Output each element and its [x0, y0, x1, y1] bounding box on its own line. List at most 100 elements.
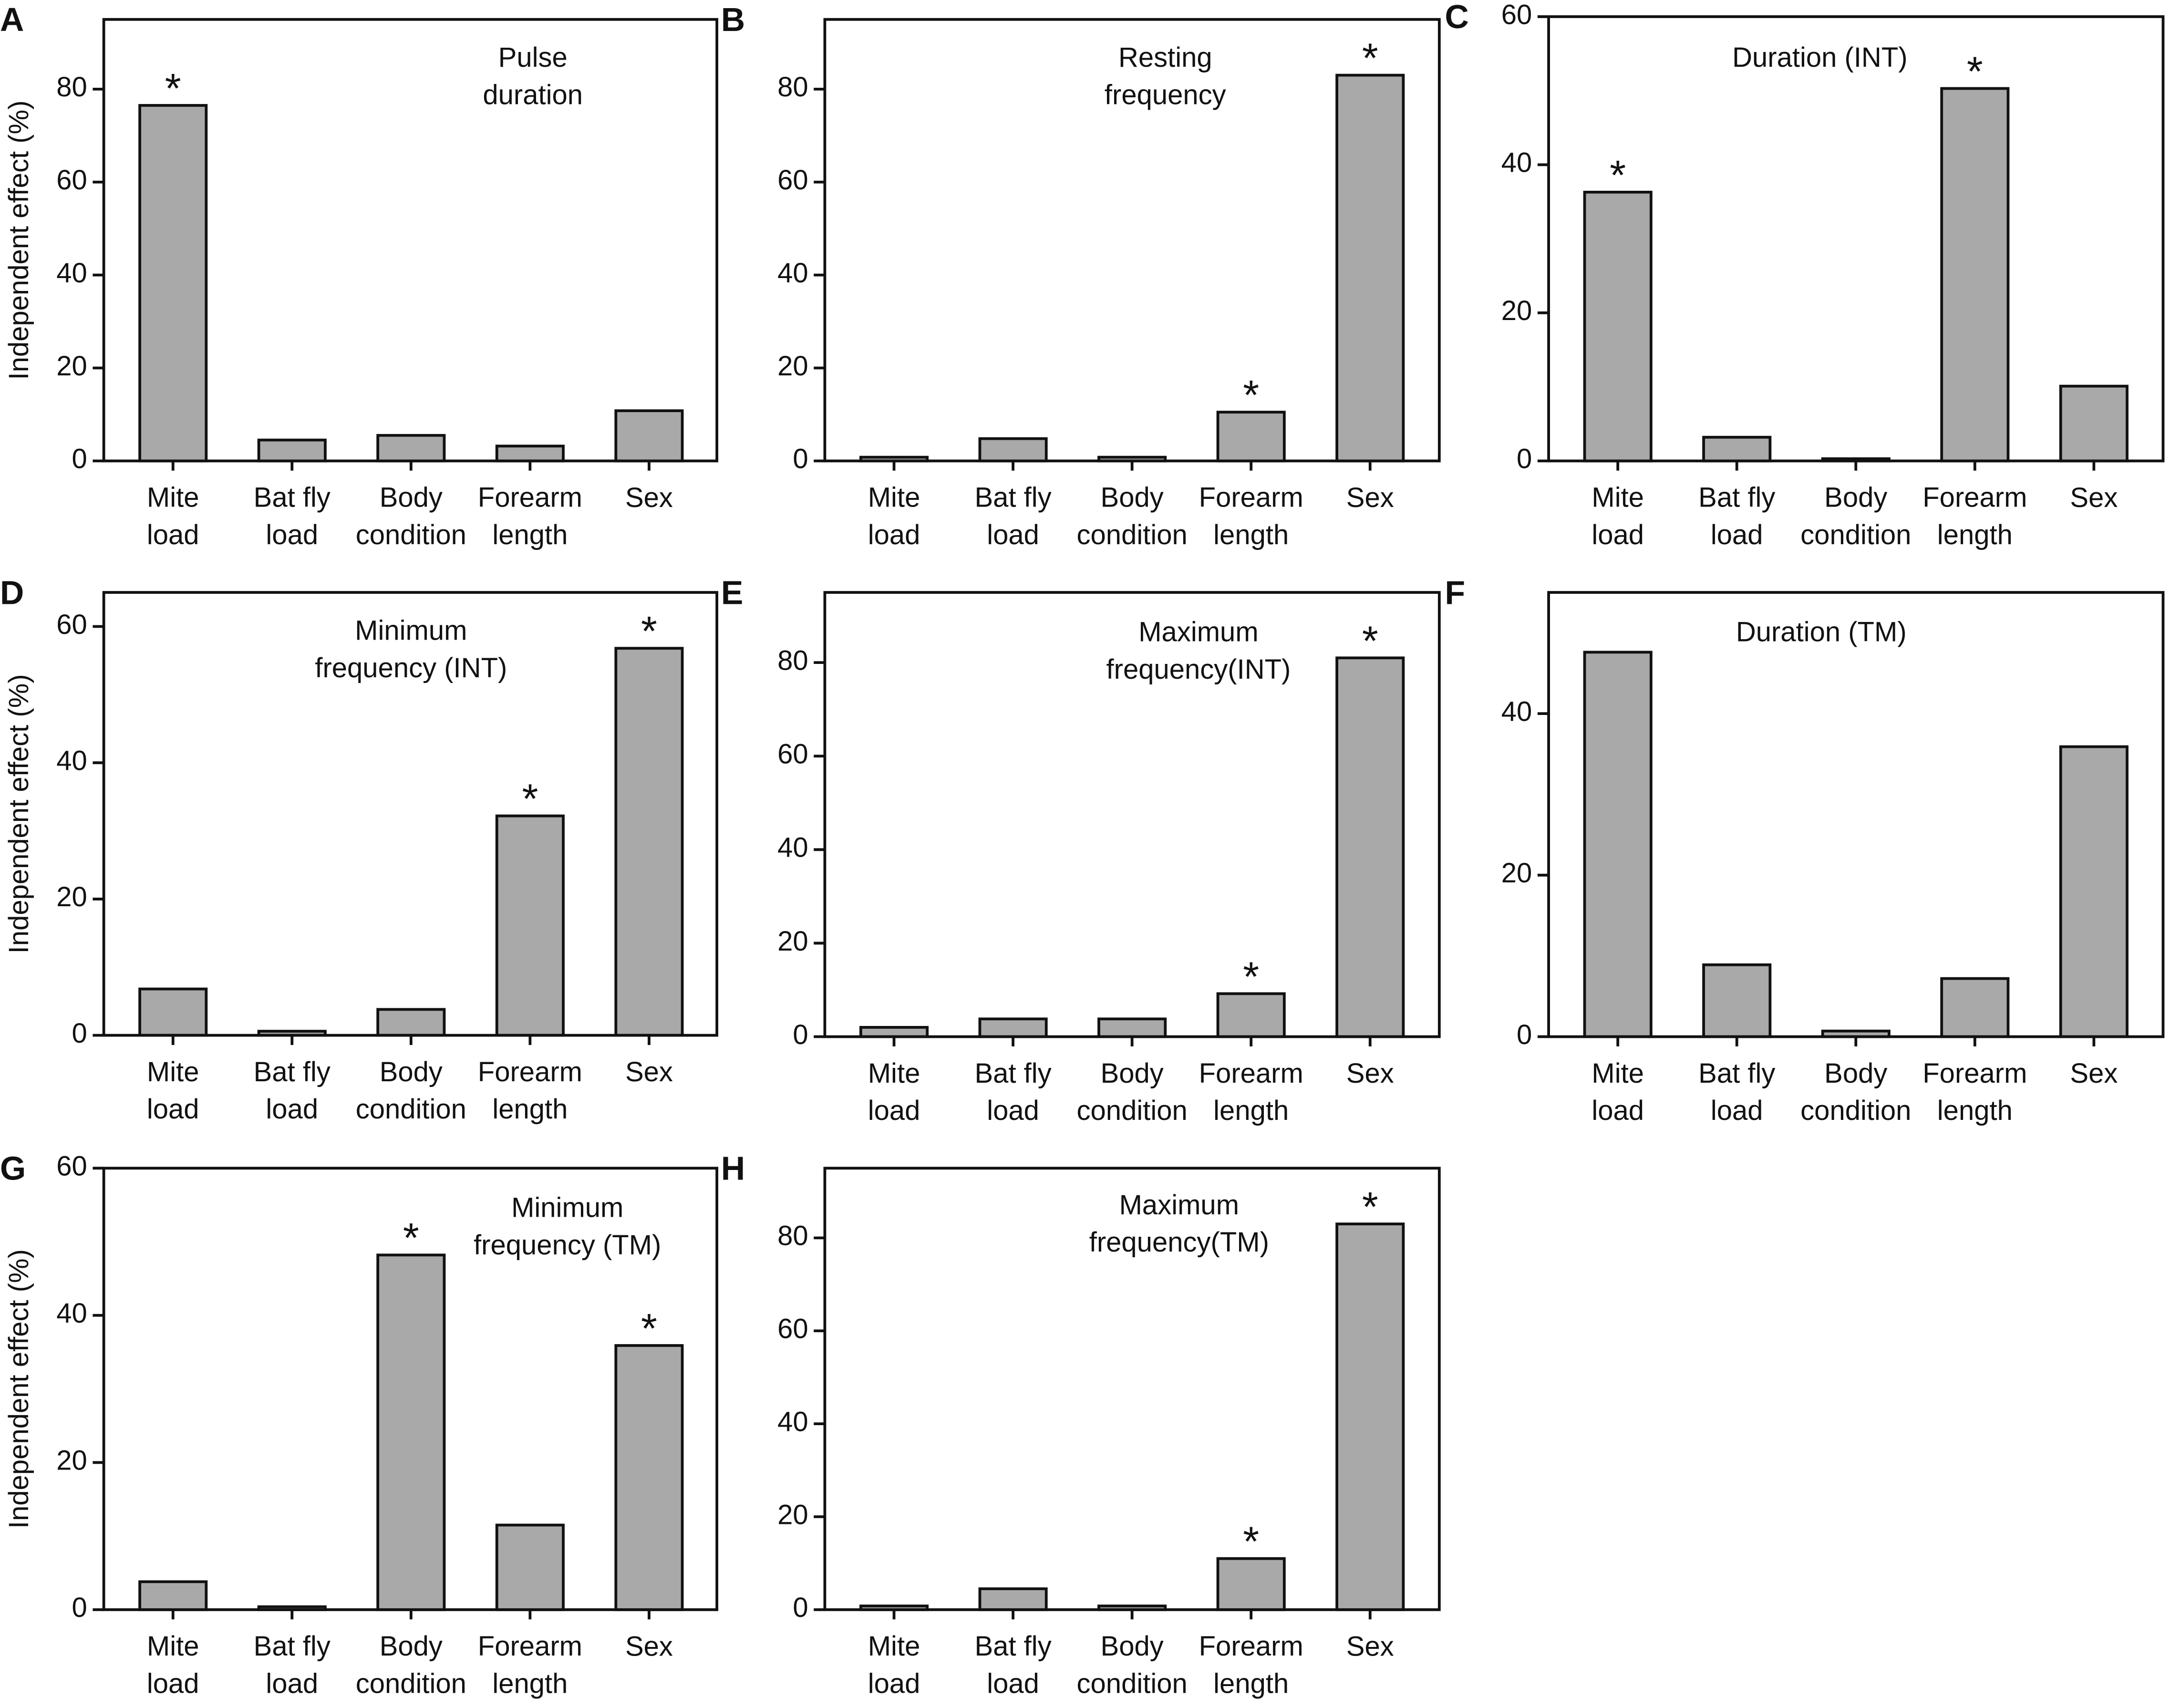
significance-marker: * — [641, 608, 657, 654]
y-tick-label: 20 — [56, 351, 87, 382]
x-tick-label: Sex — [2070, 1058, 2118, 1089]
x-tick-label: Bat fly load — [1698, 482, 1775, 550]
bar — [978, 437, 1048, 463]
x-tick-label: Mite load — [147, 1631, 199, 1699]
y-tick-label: 60 — [777, 739, 808, 770]
x-tick-label: Body condition — [356, 1631, 466, 1699]
x-tick-label: Sex — [1346, 482, 1394, 513]
significance-marker: * — [1362, 1184, 1378, 1230]
chart-title: frequency(TM) — [1089, 1227, 1269, 1258]
y-tick-label: 60 — [56, 609, 87, 640]
panel-label: C — [1445, 0, 1468, 35]
x-tick-label: Forearm length — [1199, 482, 1303, 550]
bar — [614, 647, 684, 1037]
x-tick-label: Bat fly load — [254, 1631, 331, 1699]
x-tick-label: Body condition — [1077, 482, 1188, 550]
bar — [1702, 963, 1772, 1038]
y-tick-label: 20 — [1501, 858, 1532, 889]
chart-title: Duration (INT) — [1732, 42, 1908, 73]
x-tick-label: Body condition — [356, 482, 466, 550]
y-tick-label: 0 — [793, 1019, 808, 1050]
y-tick-label: 20 — [56, 881, 87, 912]
bar — [376, 1253, 446, 1611]
bar — [1335, 656, 1405, 1038]
significance-marker: * — [641, 1305, 657, 1352]
panel-label: G — [0, 1149, 26, 1187]
panel-label: F — [1445, 574, 1465, 611]
x-tick-label: Mite load — [147, 482, 199, 550]
x-tick-label: Bat fly load — [974, 1058, 1051, 1126]
bar — [495, 1523, 565, 1611]
chart-title: frequency — [1105, 80, 1226, 111]
x-tick-label: Sex — [625, 1631, 673, 1662]
bar — [1583, 651, 1653, 1038]
y-axis-label: Independent effect (%) — [3, 674, 34, 953]
x-tick-label: Bat fly load — [1698, 1058, 1775, 1126]
bar — [1335, 1222, 1405, 1611]
bar — [1702, 435, 1772, 463]
y-tick-label: 40 — [1501, 696, 1532, 727]
chart-title: Maximum — [1119, 1190, 1239, 1221]
x-tick-label: Sex — [2070, 482, 2118, 513]
chart-title: frequency (TM) — [474, 1230, 661, 1261]
x-tick-label: Body condition — [1077, 1058, 1188, 1126]
bar — [614, 409, 684, 463]
bar — [1940, 87, 2010, 463]
bar — [1216, 992, 1286, 1038]
chart-title: frequency (INT) — [315, 652, 507, 683]
y-tick-label: 20 — [56, 1445, 87, 1476]
bar — [2059, 384, 2129, 463]
plot-frame — [102, 1167, 719, 1611]
significance-marker: * — [1610, 152, 1626, 198]
significance-marker: * — [165, 65, 181, 112]
bar — [2059, 745, 2129, 1038]
x-tick-label: Forearm length — [478, 1631, 582, 1699]
x-tick-label: Mite load — [1591, 1058, 1644, 1126]
bar — [495, 445, 565, 463]
x-tick-label: Mite load — [868, 1631, 920, 1699]
y-tick-label: 0 — [1517, 444, 1532, 475]
y-tick-label: 60 — [56, 1151, 87, 1182]
y-tick-label: 0 — [72, 1592, 87, 1623]
y-tick-label: 40 — [777, 832, 808, 863]
x-tick-label: Bat fly load — [974, 482, 1051, 550]
chart-title: Maximum — [1138, 616, 1258, 647]
y-tick-label: 40 — [1501, 147, 1532, 178]
chart-title: Pulse — [498, 42, 568, 73]
bar — [1583, 190, 1653, 463]
x-tick-label: Forearm length — [478, 1056, 582, 1125]
bar — [376, 434, 446, 463]
panel-label: E — [721, 574, 743, 611]
bar — [138, 104, 208, 463]
x-tick-label: Body condition — [1800, 1058, 1911, 1126]
panel-label: H — [721, 1149, 745, 1187]
plot-frame — [823, 18, 1441, 463]
significance-marker: * — [1243, 1519, 1259, 1565]
bar — [1216, 411, 1286, 463]
bar — [138, 987, 208, 1037]
bar — [138, 1580, 208, 1611]
plot-frame — [823, 1167, 1441, 1611]
y-tick-label: 40 — [777, 1406, 808, 1437]
bar — [1216, 1557, 1286, 1611]
x-tick-label: Body condition — [1800, 482, 1911, 550]
y-axis-label: Independent effect (%) — [3, 1249, 34, 1529]
significance-marker: * — [1243, 953, 1259, 1000]
y-tick-label: 20 — [777, 926, 808, 957]
y-tick-label: 80 — [777, 1221, 808, 1252]
significance-marker: * — [403, 1215, 419, 1261]
y-tick-label: 40 — [777, 258, 808, 289]
x-tick-label: Mite load — [147, 1056, 199, 1125]
x-tick-label: Sex — [625, 1056, 673, 1087]
x-tick-label: Mite load — [868, 482, 920, 550]
plot-frame — [102, 18, 719, 463]
bar — [1335, 73, 1405, 463]
x-tick-label: Body condition — [356, 1056, 466, 1125]
x-tick-label: Forearm length — [1199, 1058, 1303, 1126]
y-tick-label: 0 — [793, 1592, 808, 1623]
chart-title: Resting — [1118, 42, 1212, 73]
x-tick-label: Bat fly load — [254, 1056, 331, 1125]
plot-frame — [1547, 591, 2165, 1038]
y-tick-label: 60 — [56, 165, 87, 196]
